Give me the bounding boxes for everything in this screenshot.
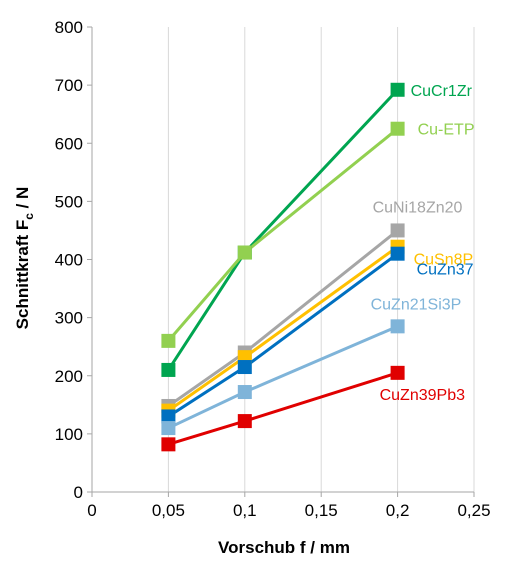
data-point [390,121,405,136]
axis-layer: 0 100 200 300 400 500 600 700 800 0 0,05 0,1 0,15 0,2… [55,18,491,520]
x-tick-label: 0,1 [233,501,257,520]
y-axis-title-suffix: / N [13,187,32,213]
series-label: CuZn37 [417,262,474,279]
y-tick-label: 100 [55,425,83,444]
x-tick-label: 0,15 [305,501,338,520]
series-layer [161,82,405,452]
data-point [390,319,405,334]
y-tick-label: 300 [55,309,83,328]
x-axis-title: Vorschub f / mm [218,538,350,557]
data-point [161,421,176,436]
series-label: CuNi18Zn20 [373,199,463,216]
y-tick-label: 200 [55,367,83,386]
data-point [237,414,252,429]
y-tick-label: 400 [55,251,83,270]
series-line [167,324,399,430]
data-point [237,245,252,260]
data-point [237,360,252,375]
y-tick-label: 500 [55,192,83,211]
data-point [161,409,176,424]
data-point [161,437,176,452]
data-point [390,223,405,238]
series-label: CuSn8P [414,252,474,269]
series-label: Cu-ETP [418,122,475,139]
data-point [390,365,405,380]
series-label: CuCr1Zr [411,83,473,100]
series-label: CuZn21Si3P [371,296,462,313]
data-point [237,385,252,400]
y-axis-title-subscript: c [22,213,36,220]
data-point [390,246,405,261]
series-label: CuZn39Pb3 [380,387,465,404]
x-tick-label: 0,25 [457,501,490,520]
x-tick-label: 0,2 [386,501,410,520]
series-line [167,252,399,418]
y-tick-label: 800 [55,18,83,37]
x-tick-label: 0 [87,501,96,520]
series-line [167,127,399,342]
y-tick-label: 600 [55,134,83,153]
data-point [161,333,176,348]
y-axis-title: Schnittkraft Fc / N [13,187,36,330]
y-axis-title-main: Schnittkraft F [13,220,32,330]
data-point [161,362,176,377]
y-tick-label: 0 [74,483,83,502]
x-tick-label: 0,05 [152,501,185,520]
y-tick-label: 700 [55,76,83,95]
series-line [167,245,399,412]
data-point [390,82,405,97]
